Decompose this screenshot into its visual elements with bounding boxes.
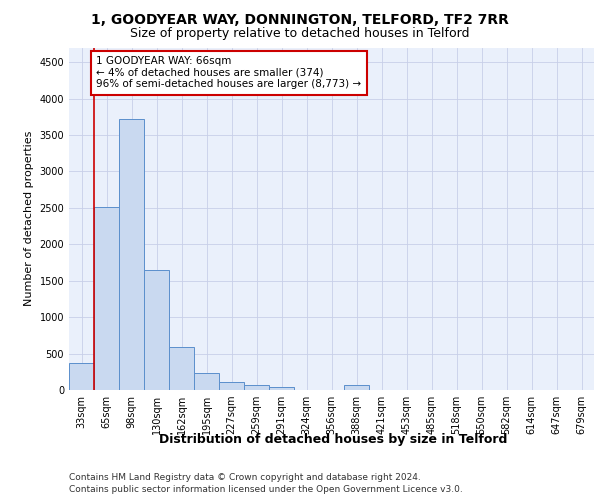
Bar [244, 386, 269, 390]
Y-axis label: Number of detached properties: Number of detached properties [24, 131, 34, 306]
Text: Distribution of detached houses by size in Telford: Distribution of detached houses by size … [159, 432, 507, 446]
Bar [194, 373, 219, 390]
Text: Contains HM Land Registry data © Crown copyright and database right 2024.: Contains HM Land Registry data © Crown c… [69, 472, 421, 482]
Bar [94, 207, 119, 390]
Text: Size of property relative to detached houses in Telford: Size of property relative to detached ho… [130, 28, 470, 40]
Bar [69, 363, 94, 390]
Bar [344, 386, 369, 390]
Bar [219, 382, 244, 390]
Bar [119, 119, 144, 390]
Text: 1 GOODYEAR WAY: 66sqm
← 4% of detached houses are smaller (374)
96% of semi-deta: 1 GOODYEAR WAY: 66sqm ← 4% of detached h… [97, 56, 362, 90]
Bar [144, 270, 169, 390]
Bar [169, 346, 194, 390]
Text: 1, GOODYEAR WAY, DONNINGTON, TELFORD, TF2 7RR: 1, GOODYEAR WAY, DONNINGTON, TELFORD, TF… [91, 12, 509, 26]
Text: Contains public sector information licensed under the Open Government Licence v3: Contains public sector information licen… [69, 485, 463, 494]
Bar [269, 386, 294, 390]
